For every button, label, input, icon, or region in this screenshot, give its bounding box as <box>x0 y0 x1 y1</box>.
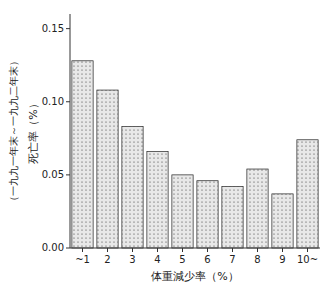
y-axis-label: 死亡率（%） <box>27 98 40 163</box>
x-tick-label: 5 <box>179 254 185 265</box>
x-tick-label: 7 <box>229 254 235 265</box>
chart: 0.00 0.05 0.10 0.15 ~1 2 3 4 5 6 7 8 9 10~ 体重減少率（%） 死亡率… <box>0 0 330 289</box>
x-tick <box>82 248 83 252</box>
x-tick <box>232 248 233 252</box>
x-axis-label: 体重減少率（%） <box>151 270 238 283</box>
bar <box>122 127 143 248</box>
y-tick <box>66 248 70 249</box>
bar <box>172 175 193 248</box>
bar <box>272 194 293 248</box>
bar <box>197 181 218 248</box>
x-tick <box>157 248 158 252</box>
x-tick-label: 10~ <box>297 254 318 265</box>
x-tick <box>307 248 308 252</box>
bar <box>222 187 243 248</box>
x-tick-label: 4 <box>154 254 160 265</box>
y-tick-label: 0.10 <box>42 96 64 107</box>
bar <box>147 151 168 248</box>
y-tick <box>66 28 70 29</box>
y-tick <box>66 174 70 175</box>
y-axis-label: （一九九一年末～一九九二年末） <box>8 56 19 206</box>
x-tick <box>107 248 108 252</box>
x-tick-label: 3 <box>129 254 135 265</box>
bar <box>97 90 118 248</box>
x-tick-label: 8 <box>254 254 260 265</box>
x-tick <box>207 248 208 252</box>
x-tick <box>132 248 133 252</box>
x-tick <box>182 248 183 252</box>
y-tick-label: 0.15 <box>42 23 64 34</box>
x-tick-label: 6 <box>204 254 210 265</box>
x-tick <box>257 248 258 252</box>
x-tick-label: ~1 <box>75 254 90 265</box>
y-tick-label: 0.00 <box>42 242 64 253</box>
x-tick <box>282 248 283 252</box>
bar <box>297 140 318 248</box>
y-tick <box>66 101 70 102</box>
bar <box>247 169 268 248</box>
x-tick-label: 9 <box>279 254 285 265</box>
x-tick-label: 2 <box>104 254 110 265</box>
y-tick-label: 0.05 <box>42 169 64 180</box>
y-axis-line <box>70 14 71 248</box>
bar <box>72 61 93 248</box>
